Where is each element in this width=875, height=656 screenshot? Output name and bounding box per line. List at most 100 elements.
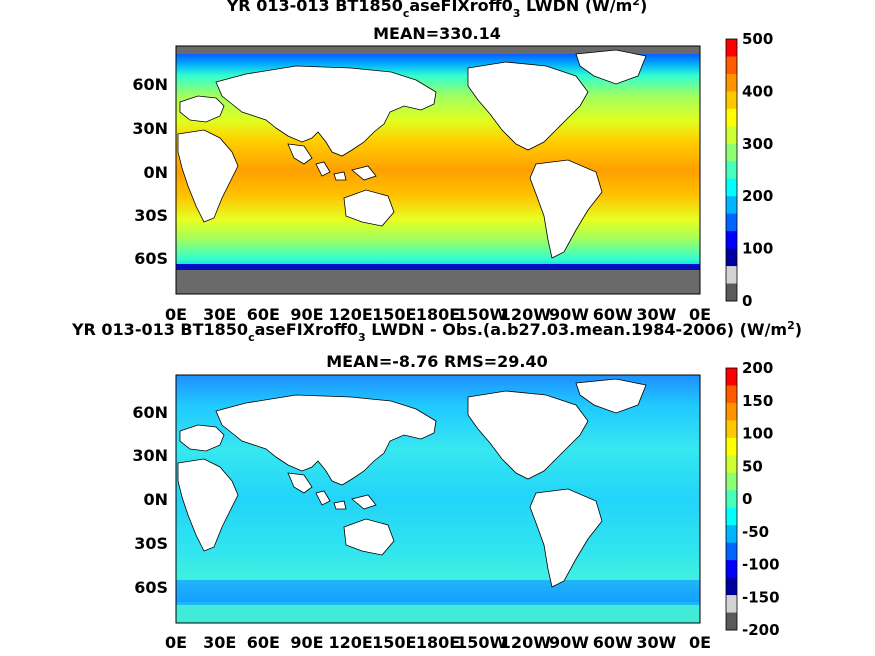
colorbar-swatch [726, 472, 737, 491]
colorbar-tick-label: 100 [742, 425, 773, 443]
colorbar-tick-label: 200 [742, 359, 773, 377]
lat-tick-label: 0N [143, 490, 168, 509]
lat-tick-label: 60N [132, 75, 168, 94]
colorbar-tick-label: 50 [742, 457, 763, 475]
colorbar-swatch [726, 595, 737, 614]
colorbar-swatch [726, 283, 737, 302]
colorbar-tick-label: 0 [742, 490, 752, 508]
colorbar-swatch [726, 577, 737, 596]
lon-tick-label: 60E [247, 633, 280, 652]
colorbar-swatch [726, 402, 737, 421]
colorbar-tick-label: 0 [742, 292, 752, 310]
lat-tick-label: 30S [134, 534, 168, 553]
panel-title: YR 013-013 BT1850caseFIXroff03 LWDN - Ob… [71, 319, 802, 344]
colorbar-tick-label: -50 [742, 523, 769, 541]
colorbar-swatch [726, 385, 737, 404]
colorbar-swatch [726, 39, 737, 57]
lon-tick-label: 30E [203, 305, 236, 324]
map [175, 374, 701, 624]
colorbar-swatch [726, 126, 737, 145]
colorbar-tick-label: 200 [742, 187, 773, 205]
lon-tick-label: 120E [329, 633, 373, 652]
colorbar-swatch [726, 161, 737, 180]
colorbar-frame [725, 38, 738, 302]
panel-subtitle: MEAN=330.14 [373, 24, 501, 43]
lon-tick-label: 90W [549, 633, 589, 652]
colorbar-swatch [726, 73, 737, 92]
colorbar-swatch [726, 108, 737, 127]
colorbar-swatch [726, 266, 737, 285]
lon-tick-label: 30E [203, 633, 236, 652]
colorbar-ticks: 500 400 300 200 100 0 [742, 30, 773, 310]
colorbar-swatch [726, 196, 737, 215]
lon-tick-label: 150W [456, 633, 507, 652]
colorbar-tick-label: 100 [742, 240, 773, 258]
colorbar-swatch [726, 490, 737, 509]
colorbar-swatch [726, 91, 737, 110]
colorbar [725, 367, 738, 631]
lat-axis: 60N 30N 0N 30S 60S [132, 403, 168, 597]
colorbar-swatch [726, 143, 737, 162]
lon-tick-label: 0E [165, 633, 187, 652]
lon-tick-label: 150E [372, 633, 416, 652]
colorbar-swatch [726, 507, 737, 526]
lon-tick-label: 60E [247, 305, 280, 324]
map [175, 45, 701, 295]
colorbar-tick-label: 400 [742, 82, 773, 100]
lon-tick-label: 90W [549, 305, 589, 324]
lat-tick-label: 30S [134, 206, 168, 225]
lon-tick-label: 180E [416, 305, 460, 324]
colorbar-swatch [726, 368, 737, 386]
colorbar-swatch [726, 542, 737, 561]
lon-tick-label: 120W [500, 305, 551, 324]
colorbar-tick-label: 150 [742, 392, 773, 410]
colorbar-tick-label: 500 [742, 30, 773, 48]
panel-title: YR 013-013 BT1850caseFIXroff03 LWDN (W/m… [226, 0, 648, 20]
panel-1: YR 013-013 BT1850caseFIXroff03 LWDN (W/m… [132, 0, 773, 324]
colorbar-swatch [726, 178, 737, 197]
colorbar-swatch [726, 420, 737, 439]
colorbar-swatch [726, 560, 737, 579]
colorbar-swatch [726, 525, 737, 544]
colorbar-swatch [726, 213, 737, 232]
colorbar-swatch [726, 612, 737, 631]
lon-tick-label: 150E [372, 305, 416, 324]
colorbar [725, 38, 738, 302]
lon-tick-label: 90E [290, 305, 323, 324]
panel-2: YR 013-013 BT1850caseFIXroff03 LWDN - Ob… [71, 319, 802, 652]
lon-tick-label: 150W [456, 305, 507, 324]
colorbar-tick-label: -100 [742, 556, 780, 574]
lon-tick-label: 0E [165, 305, 187, 324]
lat-tick-label: 30N [132, 446, 168, 465]
lon-tick-label: 120E [329, 305, 373, 324]
panel-subtitle: MEAN=-8.76 RMS=29.40 [326, 352, 548, 371]
lat-tick-label: 0N [143, 163, 168, 182]
lat-tick-label: 30N [132, 119, 168, 138]
lon-tick-label: 30W [636, 633, 676, 652]
colorbar-ticks: 200 150 100 50 0 -50 -100 -150 -200 [742, 359, 780, 639]
lon-tick-label: 60W [593, 633, 633, 652]
colorbar-swatch [726, 455, 737, 474]
colorbar-tick-label: 300 [742, 135, 773, 153]
colorbar-swatch [726, 231, 737, 250]
colorbar-tick-label: -150 [742, 588, 780, 606]
sea-ice [176, 46, 700, 54]
lon-tick-label: 0E [689, 305, 711, 324]
lat-tick-label: 60S [134, 249, 168, 268]
lon-tick-label: 60W [593, 305, 633, 324]
colorbar-swatch [726, 437, 737, 456]
lat-axis: 60N 30N 0N 30S 60S [132, 75, 168, 268]
sea-ice [176, 266, 700, 294]
lat-tick-label: 60N [132, 403, 168, 422]
lon-tick-label: 120W [500, 633, 551, 652]
lon-tick-label: 180E [416, 633, 460, 652]
lon-tick-label: 0E [689, 633, 711, 652]
colorbar-tick-label: -200 [742, 621, 780, 639]
colorbar-frame [725, 367, 738, 631]
lon-tick-label: 90E [290, 633, 323, 652]
colorbar-swatch [726, 248, 737, 267]
lon-tick-label: 30W [636, 305, 676, 324]
